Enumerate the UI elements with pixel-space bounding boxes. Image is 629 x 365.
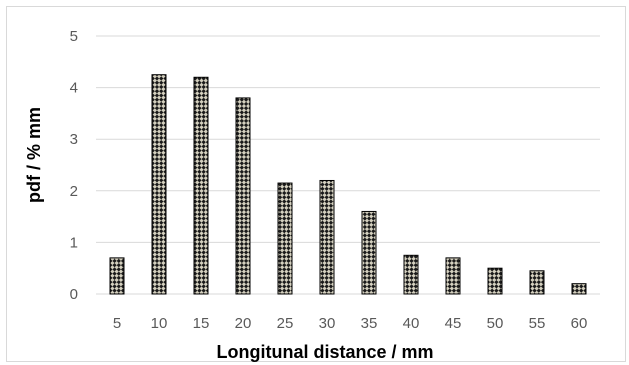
y-tick-labels: 0 1 2 3 4 5 bbox=[70, 28, 78, 303]
bar-15 bbox=[193, 76, 209, 295]
chart-frame bbox=[6, 6, 626, 362]
x-tick-labels: 5 10 15 20 25 30 35 40 45 50 55 60 bbox=[113, 315, 588, 332]
x-tick-label: 15 bbox=[193, 315, 210, 332]
x-tick-label: 55 bbox=[529, 315, 546, 332]
bar-60 bbox=[571, 283, 587, 295]
x-tick-label: 20 bbox=[235, 315, 252, 332]
x-tick-label: 30 bbox=[319, 315, 336, 332]
bar-35 bbox=[361, 210, 377, 295]
x-axis-title: Longitunal distance / mm bbox=[216, 342, 433, 362]
y-tick-label: 4 bbox=[70, 80, 78, 97]
x-tick-label: 45 bbox=[445, 315, 462, 332]
x-tick-label: 35 bbox=[361, 315, 378, 332]
x-tick-label: 5 bbox=[113, 315, 121, 332]
bars bbox=[109, 74, 587, 295]
y-axis-title: pdf / % mm bbox=[24, 107, 44, 203]
bar-40 bbox=[403, 254, 419, 295]
bar-50 bbox=[487, 267, 503, 295]
bar-25 bbox=[277, 182, 293, 295]
x-tick-label: 40 bbox=[403, 315, 420, 332]
bar-5 bbox=[109, 257, 125, 295]
x-tick-label: 25 bbox=[277, 315, 294, 332]
y-tick-label: 5 bbox=[70, 28, 78, 45]
bar-20 bbox=[235, 97, 251, 295]
bar-30 bbox=[319, 179, 335, 295]
x-tick-label: 10 bbox=[151, 315, 168, 332]
x-tick-label: 50 bbox=[487, 315, 504, 332]
bar-55 bbox=[529, 270, 545, 295]
y-tick-label: 3 bbox=[70, 131, 78, 148]
bar-45 bbox=[445, 257, 461, 295]
y-tick-label: 2 bbox=[70, 183, 78, 200]
y-tick-label: 1 bbox=[70, 234, 78, 251]
y-tick-label: 0 bbox=[70, 286, 78, 303]
bar-10 bbox=[151, 74, 167, 295]
x-tick-label: 60 bbox=[571, 315, 588, 332]
gridlines bbox=[96, 35, 600, 295]
